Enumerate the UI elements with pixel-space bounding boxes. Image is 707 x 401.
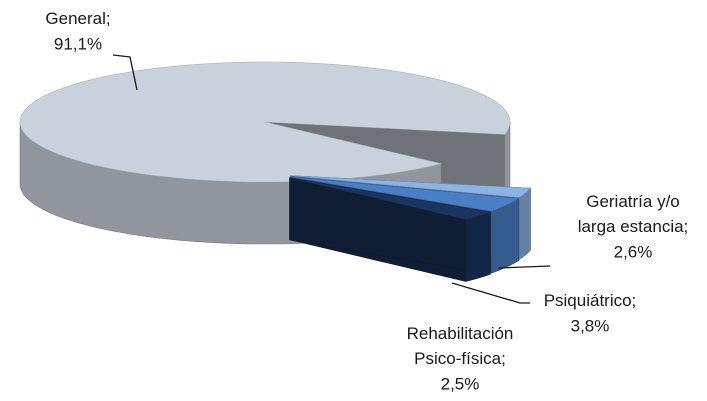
data-label-category: Psiquiátrico;	[544, 291, 637, 310]
slice-side	[465, 211, 491, 282]
data-label-value: 3,8%	[571, 316, 610, 335]
slice-top	[289, 177, 492, 220]
data-label-category: General;	[45, 9, 110, 28]
data-label-value: 2,6%	[614, 242, 653, 261]
slice-side	[518, 187, 531, 261]
slice-top	[19, 61, 511, 183]
label-line: Rehabilitación	[407, 324, 514, 343]
slice-top	[290, 176, 520, 212]
label-line: larga estancia;	[578, 217, 689, 236]
data-label-value: 91,1%	[54, 34, 102, 53]
label-line: Psiquiátrico;	[544, 291, 637, 310]
data-label-category: Rehabilitación Psico-física;	[407, 324, 514, 368]
slice-top	[290, 175, 532, 198]
slice	[289, 177, 492, 282]
data-label-value: 2,5%	[441, 374, 480, 393]
data-label-category: Geriatría y/o larga estancia;	[578, 192, 689, 236]
label-line: General;	[45, 9, 110, 28]
leader-line	[451, 282, 530, 304]
leader-line	[112, 54, 138, 91]
leader-line	[497, 265, 551, 269]
label-line: Geriatría y/o	[586, 192, 680, 211]
label-line: Psico-física;	[414, 349, 506, 368]
